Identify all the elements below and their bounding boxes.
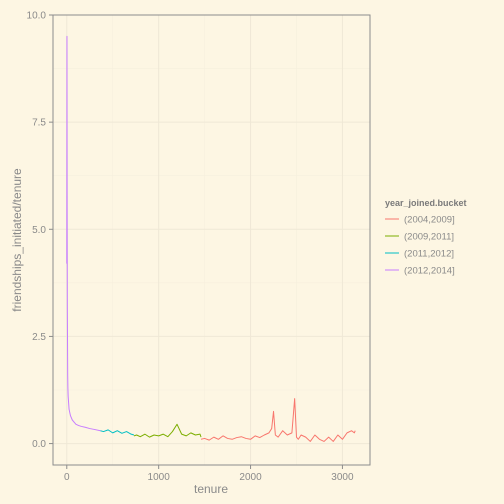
x-tick-label: 0 (64, 472, 70, 483)
x-tick-label: 1000 (148, 472, 171, 483)
legend-label: (2012,2014] (404, 266, 455, 277)
grid (53, 14, 370, 465)
y-tick-label: 10.0 (27, 11, 47, 22)
plot-border (52, 14, 371, 466)
x-axis-title: tenure (194, 482, 228, 496)
series-line (100, 429, 135, 436)
legend-label: (2011,2012] (404, 249, 454, 260)
y-tick-label: 5.0 (32, 225, 46, 236)
series-line (200, 398, 356, 442)
series-lines (66, 35, 356, 442)
legend-label: (2004,2009] (404, 215, 455, 226)
x-tick-label: 2000 (239, 472, 262, 483)
y-axis-title: friendships_initiated/tenure (10, 168, 24, 312)
x-tick-label: 3000 (331, 472, 354, 483)
y-tick-label: 0.0 (32, 439, 46, 450)
axes: 0 1000 2000 3000 0.0 2.5 5.0 7.5 10.0 (27, 11, 354, 484)
y-tick-label: 2.5 (32, 332, 46, 343)
y-tick-label: 7.5 (32, 118, 46, 129)
legend-title: year_joined.bucket (385, 198, 467, 208)
series-line (66, 35, 101, 432)
legend-label: (2009,2011] (404, 232, 454, 243)
legend: year_joined.bucket (2004,2009] (2009,2011… (385, 198, 467, 277)
series-line (133, 423, 202, 438)
plot-background (53, 15, 370, 465)
